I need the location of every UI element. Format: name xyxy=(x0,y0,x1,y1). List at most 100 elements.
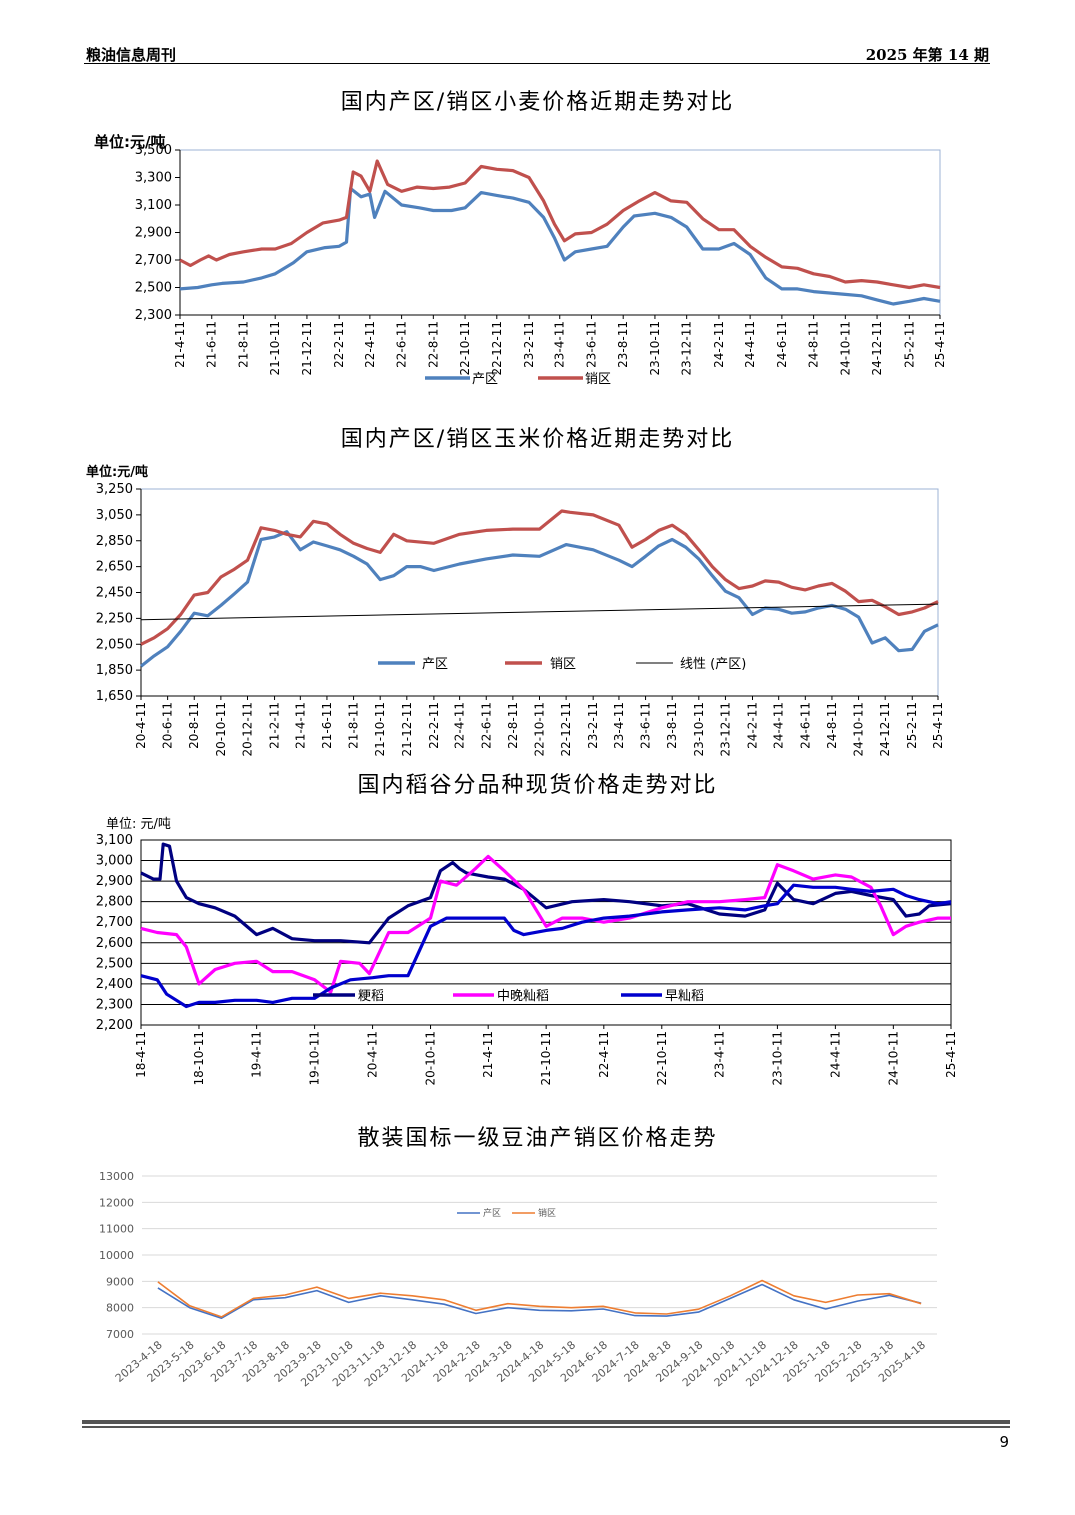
wheat-price-chart: 2,300 2,500 2,700 2,900 3,100 3,300 3,500 21-4-… xyxy=(94,133,947,387)
x-tick-label: 24-2-11 xyxy=(712,321,726,368)
x-tick-label: 21-10-11 xyxy=(539,1031,553,1085)
series-line-1 xyxy=(179,159,941,290)
footer-rule xyxy=(82,1420,1010,1424)
x-tick-label: 22-2-11 xyxy=(332,321,346,368)
x-tick-label: 24-12-11 xyxy=(878,702,892,756)
x-tick-label: 22-10-11 xyxy=(655,1031,669,1085)
x-tick-label: 22-4-11 xyxy=(453,702,467,749)
legend-label: 销区 xyxy=(550,657,576,672)
y-tick-label: 11000 xyxy=(99,1223,134,1236)
y-tick-label: 10000 xyxy=(99,1249,134,1262)
x-tick-label: 25-4-11 xyxy=(933,321,947,368)
y-tick-label: 2,500 xyxy=(135,281,172,296)
y-tick-label: 13000 xyxy=(99,1170,134,1183)
x-tick-label: 21-2-11 xyxy=(268,702,282,749)
series-line-1 xyxy=(140,854,951,994)
footer-rule-thin xyxy=(82,1426,1010,1428)
x-tick-label: 22-10-11 xyxy=(533,702,547,756)
y-tick-label: 2,900 xyxy=(96,874,133,889)
legend-label: 产区 xyxy=(422,657,448,672)
issue-number: 2025 年第 14 期 xyxy=(865,46,989,64)
unit-label: 单位:元/吨 xyxy=(94,133,165,151)
y-tick-label: 2,400 xyxy=(96,977,133,992)
x-tick-label: 22-8-11 xyxy=(506,702,520,749)
header-rule xyxy=(84,63,990,64)
x-tick-label: 24-6-11 xyxy=(775,321,789,368)
y-tick-label: 2,300 xyxy=(135,308,172,323)
y-tick-label: 9000 xyxy=(106,1275,134,1288)
x-tick-label: 21-4-11 xyxy=(481,1031,495,1078)
series-line-0 xyxy=(140,842,952,945)
x-tick-label: 19-10-11 xyxy=(308,1031,322,1085)
x-tick-label: 23-8-11 xyxy=(665,702,679,749)
y-tick-label: 2,050 xyxy=(96,637,133,652)
x-tick-label: 24-8-11 xyxy=(807,321,821,368)
series-line-2 xyxy=(140,603,939,621)
x-tick-label: 22-12-11 xyxy=(490,321,504,375)
y-tick-label: 1,650 xyxy=(96,689,133,704)
x-tick-label: 25-2-11 xyxy=(902,321,916,368)
series-line-1 xyxy=(157,1279,922,1318)
x-tick-label: 23-8-11 xyxy=(616,321,630,368)
x-tick-label: 24-4-11 xyxy=(828,1031,842,1078)
legend-label: 销区 xyxy=(538,1207,556,1219)
unit-label: 单位: 元/吨 xyxy=(106,817,171,832)
y-tick-label: 2,200 xyxy=(96,1018,133,1033)
x-tick-label: 21-12-11 xyxy=(400,702,414,756)
series-line-0 xyxy=(179,186,941,306)
x-tick-label: 23-12-11 xyxy=(718,702,732,756)
y-tick-label: 2,300 xyxy=(96,997,133,1012)
y-tick-label: 2,650 xyxy=(96,560,133,575)
plot-frame xyxy=(140,488,939,697)
x-tick-label: 21-8-11 xyxy=(347,702,361,749)
x-tick-label: 23-10-11 xyxy=(648,321,662,375)
y-tick-label: 2,700 xyxy=(96,915,133,930)
x-tick-label: 24-10-11 xyxy=(886,1031,900,1085)
legend-label: 粳稻 xyxy=(358,989,384,1004)
x-tick-label: 20-10-11 xyxy=(214,702,228,756)
y-tick-label: 3,050 xyxy=(96,508,133,523)
x-tick-label: 23-6-11 xyxy=(584,321,598,368)
x-tick-label: 21-12-11 xyxy=(300,321,314,375)
x-tick-label: 22-2-11 xyxy=(427,702,441,749)
y-tick-label: 12000 xyxy=(99,1196,134,1209)
series-line-0 xyxy=(157,1283,922,1319)
x-tick-label: 24-6-11 xyxy=(798,702,812,749)
x-tick-label: 22-4-11 xyxy=(363,321,377,368)
x-tick-label: 25-2-11 xyxy=(905,702,919,749)
x-tick-label: 20-10-11 xyxy=(424,1031,438,1085)
x-tick-label: 21-4-11 xyxy=(173,321,187,368)
x-tick-label: 22-8-11 xyxy=(426,321,440,368)
x-tick-label: 20-8-11 xyxy=(187,702,201,749)
x-tick-label: 23-10-11 xyxy=(692,702,706,756)
series-line-0 xyxy=(140,530,939,668)
rice-chart-title: 国内稻谷分品种现货价格走势对比 xyxy=(357,773,718,798)
x-tick-label: 22-4-11 xyxy=(597,1031,611,1078)
x-tick-label: 23-4-11 xyxy=(553,321,567,368)
x-tick-label: 23-2-11 xyxy=(586,702,600,749)
y-tick-label: 8000 xyxy=(106,1302,134,1315)
rice-price-chart: 2,200 2,300 2,400 2,500 2,600 2,700 2,800 2,900… xyxy=(96,817,958,1085)
x-tick-label: 23-10-11 xyxy=(770,1031,784,1085)
x-tick-label: 21-10-11 xyxy=(373,702,387,756)
y-tick-label: 2,700 xyxy=(135,253,172,268)
y-tick-label: 3,100 xyxy=(135,198,172,213)
x-tick-label: 21-4-11 xyxy=(293,702,307,749)
y-tick-label: 3,500 xyxy=(135,143,172,158)
y-tick-label: 2,800 xyxy=(96,895,133,910)
unit-label: 单位:元/吨 xyxy=(86,464,148,480)
soyoil-chart-title: 散装国标一级豆油产销区价格走势 xyxy=(357,1126,718,1151)
x-tick-label: 24-4-11 xyxy=(743,321,757,368)
x-tick-label: 21-6-11 xyxy=(205,321,219,368)
x-tick-label: 22-6-11 xyxy=(395,321,409,368)
y-tick-label: 2,850 xyxy=(96,534,133,549)
x-tick-label: 24-8-11 xyxy=(825,702,839,749)
x-tick-label: 20-4-11 xyxy=(366,1031,380,1078)
corn-chart-title: 国内产区/销区玉米价格近期走势对比 xyxy=(340,427,735,452)
x-tick-label: 18-4-11 xyxy=(134,1031,148,1078)
y-tick-label: 3,250 xyxy=(96,482,133,497)
x-tick-label: 24-10-11 xyxy=(852,702,866,756)
legend-label: 产区 xyxy=(472,372,498,387)
y-tick-label: 2,500 xyxy=(96,956,133,971)
legend-label: 线性 (产区) xyxy=(680,657,746,672)
